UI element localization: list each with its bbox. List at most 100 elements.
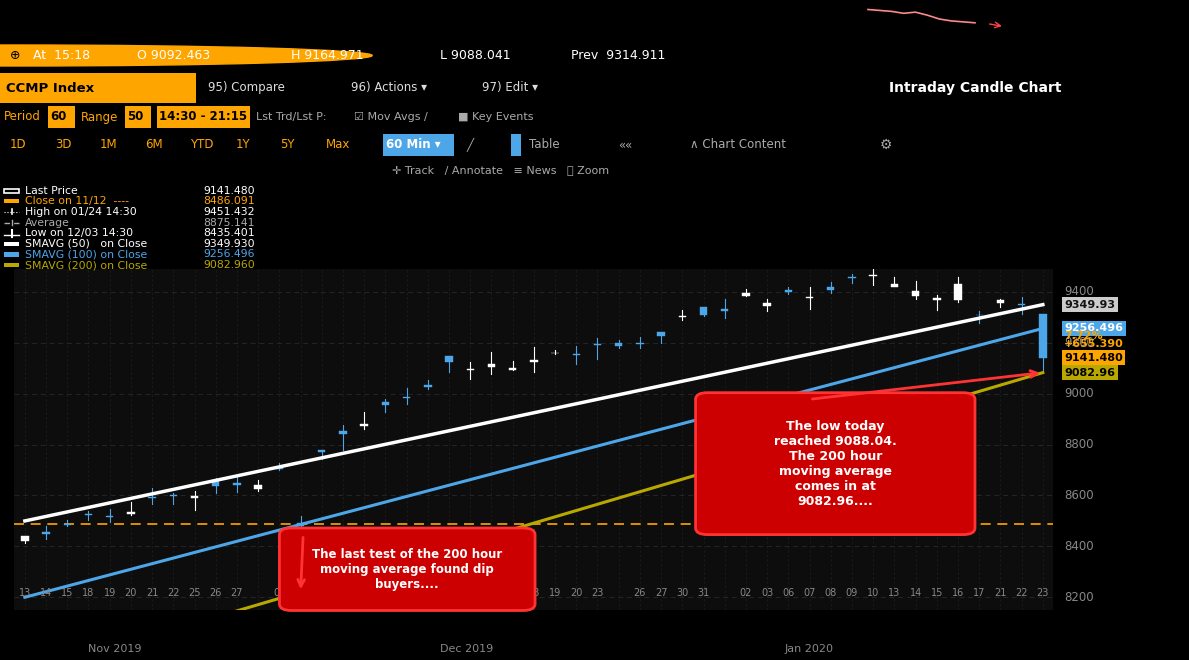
Text: 31: 31 — [698, 588, 710, 598]
Text: 02: 02 — [273, 588, 285, 598]
Text: SMAVG (200) on Close: SMAVG (200) on Close — [25, 260, 147, 270]
Bar — [382, 402, 389, 405]
Bar — [43, 532, 50, 534]
Bar — [530, 360, 537, 362]
Bar — [487, 364, 495, 366]
Text: 96) Actions ▾: 96) Actions ▾ — [351, 81, 427, 94]
Text: Last Price: Last Price — [25, 185, 77, 195]
Bar — [573, 354, 580, 355]
Circle shape — [0, 45, 372, 66]
Bar — [466, 369, 474, 370]
Bar — [339, 431, 347, 434]
Bar — [106, 516, 113, 517]
Bar — [276, 467, 283, 469]
Bar — [679, 316, 686, 317]
Bar — [891, 284, 898, 286]
Text: SMAVG (50)   on Close: SMAVG (50) on Close — [25, 239, 147, 249]
Bar — [828, 287, 835, 290]
Text: Max: Max — [326, 139, 351, 152]
Text: 23: 23 — [591, 588, 604, 598]
FancyBboxPatch shape — [48, 106, 75, 128]
Text: 20: 20 — [570, 588, 583, 598]
Text: 1D: 1D — [10, 139, 26, 152]
Text: 7.72%: 7.72% — [1064, 331, 1103, 341]
Text: 3D: 3D — [55, 139, 71, 152]
Text: 26: 26 — [209, 588, 222, 598]
Text: 02: 02 — [740, 588, 753, 598]
Bar — [806, 297, 813, 298]
Text: 8800: 8800 — [1064, 438, 1094, 451]
Text: YTD: YTD — [190, 139, 214, 152]
Text: 1M: 1M — [100, 139, 118, 152]
Text: 20: 20 — [125, 588, 137, 598]
Text: 95) Compare: 95) Compare — [208, 81, 285, 94]
Bar — [297, 523, 304, 526]
Text: At  15:18: At 15:18 — [33, 49, 90, 62]
Text: 17: 17 — [507, 588, 518, 598]
Text: 9141.480: 9141.480 — [203, 185, 254, 195]
Bar — [5, 189, 19, 193]
Text: 17: 17 — [973, 588, 986, 598]
Text: ««: «« — [618, 139, 633, 152]
Text: 8600: 8600 — [1064, 489, 1094, 502]
Text: 18: 18 — [528, 588, 540, 598]
Text: 8435.401: 8435.401 — [203, 228, 254, 238]
Text: ∧ Chart Content: ∧ Chart Content — [690, 139, 786, 152]
Bar — [700, 307, 707, 315]
Text: 9256.496: 9256.496 — [1064, 323, 1124, 333]
Text: 14: 14 — [40, 588, 52, 598]
Text: 13: 13 — [19, 588, 31, 598]
Bar — [5, 199, 19, 203]
Bar — [658, 332, 665, 337]
Text: 12: 12 — [442, 588, 455, 598]
Bar — [424, 385, 432, 387]
Text: 06: 06 — [782, 588, 794, 598]
Text: CCMP Index: CCMP Index — [6, 81, 94, 94]
Bar — [149, 497, 156, 498]
Bar — [84, 514, 93, 515]
FancyBboxPatch shape — [157, 106, 250, 128]
Text: 07: 07 — [804, 588, 816, 598]
Text: 03: 03 — [295, 588, 307, 598]
Bar — [552, 352, 559, 354]
Bar — [360, 424, 367, 426]
Text: Table: Table — [529, 139, 560, 152]
Bar — [869, 275, 877, 276]
Text: 1Y: 1Y — [235, 139, 250, 152]
Text: 03: 03 — [761, 588, 773, 598]
Text: ╱: ╱ — [466, 138, 480, 152]
Text: Prev  9314.911: Prev 9314.911 — [571, 49, 665, 62]
FancyBboxPatch shape — [0, 73, 196, 103]
Text: 8875.141: 8875.141 — [203, 218, 254, 228]
Bar — [848, 277, 856, 278]
Text: ■ Key Events: ■ Key Events — [458, 112, 533, 122]
Text: Average: Average — [25, 218, 69, 228]
Bar — [5, 252, 19, 257]
Text: ☑ Mov Avgs ∕: ☑ Mov Avgs ∕ — [354, 112, 428, 122]
Bar — [615, 343, 622, 346]
Text: 97) Edit ▾: 97) Edit ▾ — [482, 81, 537, 94]
Text: 8486.091: 8486.091 — [203, 196, 254, 207]
Text: 22: 22 — [168, 588, 180, 598]
Bar — [170, 495, 177, 496]
Text: 8200: 8200 — [1064, 591, 1094, 604]
Bar — [254, 485, 262, 488]
Text: Dec 2019: Dec 2019 — [440, 644, 493, 654]
Text: 27: 27 — [655, 588, 667, 598]
Text: 60: 60 — [50, 110, 67, 123]
Bar — [5, 242, 19, 246]
Bar — [127, 512, 134, 514]
Bar — [912, 292, 919, 296]
Text: 6M: 6M — [145, 139, 163, 152]
Text: 15: 15 — [931, 588, 943, 598]
Text: 26: 26 — [634, 588, 646, 598]
Text: 16: 16 — [485, 588, 497, 598]
Text: Intraday Candle Chart: Intraday Candle Chart — [888, 81, 1062, 95]
Bar — [233, 483, 240, 485]
Text: Low on 12/03 14:30: Low on 12/03 14:30 — [25, 228, 133, 238]
Bar — [721, 309, 729, 311]
Text: 18: 18 — [82, 588, 95, 598]
Bar — [1039, 314, 1046, 358]
Text: Period: Period — [4, 110, 40, 123]
Bar — [742, 293, 749, 296]
